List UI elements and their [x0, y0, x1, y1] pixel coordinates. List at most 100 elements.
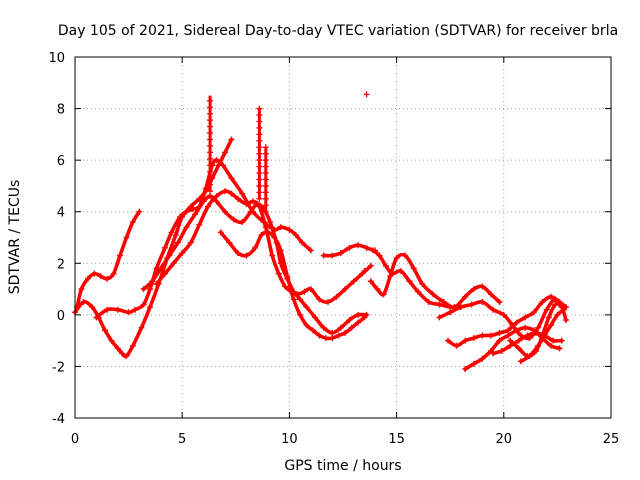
- data-point: [562, 317, 569, 324]
- data-point: [162, 244, 169, 251]
- data-point: [543, 306, 550, 313]
- data-point: [172, 231, 179, 238]
- data-point: [252, 244, 259, 251]
- data-point: [532, 329, 539, 336]
- data-point: [213, 193, 220, 200]
- data-point: [303, 322, 310, 329]
- data-point: [275, 270, 282, 277]
- spike-point: [262, 195, 269, 202]
- data-point: [123, 353, 130, 360]
- data-point: [114, 306, 121, 313]
- spike-point: [256, 112, 263, 119]
- data-point: [387, 273, 394, 280]
- data-point: [470, 360, 477, 367]
- data-point: [243, 252, 250, 259]
- y-tick-label: 0: [57, 309, 65, 324]
- data-point: [282, 283, 289, 290]
- data-point: [425, 298, 432, 305]
- data-point: [192, 211, 199, 218]
- data-point: [168, 229, 175, 236]
- data-point: [256, 203, 263, 210]
- data-point: [552, 301, 559, 308]
- data-point: [243, 200, 250, 207]
- data-point: [355, 311, 362, 318]
- spike-point: [207, 110, 214, 117]
- data-point: [479, 332, 486, 339]
- data-point: [470, 335, 477, 342]
- data-point: [153, 280, 160, 287]
- data-point: [547, 293, 554, 300]
- data-point: [102, 327, 109, 334]
- data-point: [545, 314, 552, 321]
- data-point: [560, 306, 567, 313]
- spike-point: [256, 105, 263, 112]
- data-point: [507, 342, 514, 349]
- data-point: [487, 332, 494, 339]
- data-point: [125, 309, 132, 316]
- data-point: [312, 314, 319, 321]
- x-tick-label: 25: [603, 432, 620, 447]
- spike-point: [256, 176, 263, 183]
- data-point: [468, 301, 475, 308]
- spike-point: [256, 137, 263, 144]
- data-point: [322, 335, 329, 342]
- spike-point: [207, 97, 214, 104]
- data-point: [346, 317, 353, 324]
- spike-point: [207, 175, 214, 182]
- spike-point: [207, 168, 214, 175]
- data-point: [123, 234, 130, 241]
- spike-point: [256, 189, 263, 196]
- data-point: [406, 278, 413, 285]
- data-point: [490, 306, 497, 313]
- spike-point: [207, 136, 214, 143]
- data-point: [355, 242, 362, 249]
- data-point: [78, 286, 85, 293]
- data-point: [355, 319, 362, 326]
- data-point: [187, 239, 194, 246]
- data-point: [292, 231, 299, 238]
- data-point: [335, 332, 342, 339]
- spike-point: [262, 157, 269, 164]
- spike-point: [262, 202, 269, 209]
- data-point: [213, 198, 220, 205]
- data-point: [363, 244, 370, 251]
- data-point: [496, 329, 503, 336]
- data-point: [277, 247, 284, 254]
- spike-point: [207, 149, 214, 156]
- data-point: [522, 314, 529, 321]
- data-point: [346, 244, 353, 251]
- data-point: [234, 195, 241, 202]
- data-point: [269, 252, 276, 259]
- data-point: [541, 332, 548, 339]
- data-point: [374, 286, 381, 293]
- data-point: [487, 291, 494, 298]
- data-point: [230, 216, 237, 223]
- data-point: [290, 296, 297, 303]
- data-point: [329, 252, 336, 259]
- data-point: [108, 337, 115, 344]
- y-tick-label: 2: [57, 257, 65, 272]
- data-point: [515, 337, 522, 344]
- grid: [75, 57, 611, 418]
- x-tick-label: 0: [71, 432, 79, 447]
- data-point: [226, 239, 233, 246]
- x-tick-label: 15: [388, 432, 405, 447]
- data-point: [470, 286, 477, 293]
- data-point: [526, 353, 533, 360]
- data-point: [196, 221, 203, 228]
- data-point: [309, 327, 316, 334]
- data-point: [415, 288, 422, 295]
- spike-point: [262, 176, 269, 183]
- data-point: [140, 301, 147, 308]
- data-point: [213, 157, 220, 164]
- data-point: [382, 262, 389, 269]
- data-point: [367, 262, 374, 269]
- spike-point: [256, 144, 263, 151]
- series-arc-c: [94, 158, 313, 320]
- data-point: [350, 278, 357, 285]
- y-tick-label: -2: [52, 360, 65, 375]
- data-point: [436, 301, 443, 308]
- data-point: [316, 296, 323, 303]
- spike-point: [262, 150, 269, 157]
- data-point: [524, 332, 531, 339]
